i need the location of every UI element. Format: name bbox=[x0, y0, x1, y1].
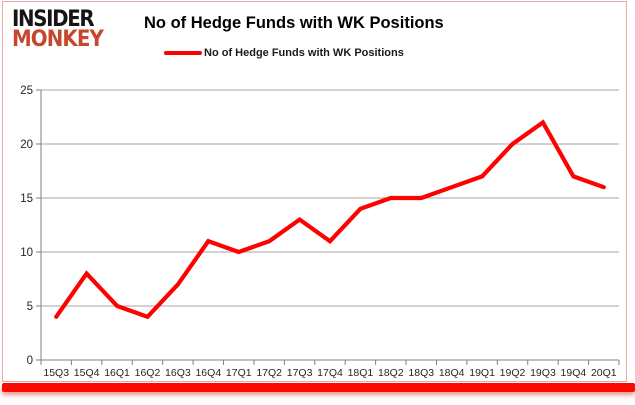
y-tick-label: 10 bbox=[20, 247, 33, 259]
x-tick-label: 18Q4 bbox=[439, 367, 465, 379]
insider-monkey-logo: INSIDER MONKEY bbox=[12, 7, 140, 53]
data-line-series bbox=[54, 119, 606, 320]
x-tick-label: 19Q3 bbox=[530, 367, 556, 379]
x-tick-label: 19Q4 bbox=[561, 367, 587, 379]
x-tick-label: 16Q2 bbox=[135, 367, 161, 379]
x-tick-label: 20Q1 bbox=[591, 367, 617, 379]
y-tick-label: 20 bbox=[20, 139, 33, 151]
y-tick-label: 0 bbox=[27, 355, 33, 367]
logo-text-monkey: MONKEY bbox=[12, 27, 104, 53]
x-tick-label: 16Q4 bbox=[195, 367, 221, 379]
x-tick-label: 18Q3 bbox=[408, 367, 434, 379]
x-tick-label: 17Q3 bbox=[287, 367, 313, 379]
x-tick-label: 16Q1 bbox=[104, 367, 130, 379]
chart-header: INSIDER MONKEY No of Hedge Funds with WK… bbox=[3, 2, 626, 59]
legend-label: No of Hedge Funds with WK Positions bbox=[204, 47, 404, 59]
chart-card: INSIDER MONKEY No of Hedge Funds with WK… bbox=[2, 1, 627, 382]
logo-text-insider: INSIDER bbox=[12, 7, 95, 32]
x-tick-label: 15Q3 bbox=[43, 367, 69, 379]
x-tick-label: 18Q1 bbox=[348, 367, 374, 379]
line-chart: 0 5 10 15 20 25 15Q3 15Q4 16Q1 16Q2 16Q3 16Q4 17Q1 17… bbox=[20, 85, 620, 379]
chart-title: No of Hedge Funds with WK Positions bbox=[144, 14, 444, 32]
y-tick-label: 25 bbox=[20, 85, 33, 97]
x-tick-label: 15Q4 bbox=[74, 367, 100, 379]
x-tick-label: 17Q1 bbox=[226, 367, 252, 379]
y-tick-label: 5 bbox=[27, 301, 33, 313]
legend-line-marker-icon bbox=[164, 51, 202, 55]
x-tick-label: 19Q1 bbox=[469, 367, 495, 379]
title-block: No of Hedge Funds with WK Positions No o… bbox=[140, 10, 620, 59]
x-tick-label: 16Q3 bbox=[165, 367, 191, 379]
chart-legend: No of Hedge Funds with WK Positions bbox=[164, 47, 620, 59]
brand-bottom-bar bbox=[2, 383, 635, 392]
x-tick-label: 17Q2 bbox=[256, 367, 282, 379]
x-tick-label: 18Q2 bbox=[378, 367, 404, 379]
x-tick-label: 19Q2 bbox=[500, 367, 526, 379]
x-tick-label: 17Q4 bbox=[317, 367, 343, 379]
y-tick-label: 15 bbox=[20, 193, 33, 205]
